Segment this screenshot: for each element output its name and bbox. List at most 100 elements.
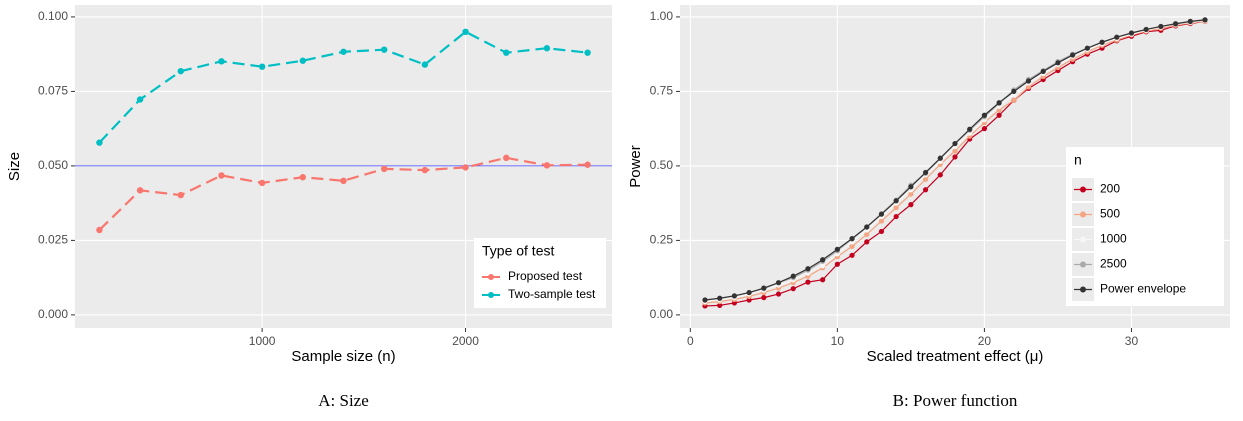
x-tick-label: 2000 [452, 334, 479, 348]
y-tick-label: 0.25 [650, 233, 674, 247]
legend-key [1080, 211, 1086, 218]
data-point [503, 49, 510, 56]
data-point [96, 139, 103, 146]
data-point [1099, 39, 1105, 45]
legend-title: Type of test [482, 243, 554, 259]
data-point [462, 28, 469, 36]
data-point [820, 277, 826, 283]
y-tick-label: 0.025 [38, 233, 68, 247]
legend-label: 1000 [1100, 232, 1127, 246]
legend-label: Two-sample test [508, 287, 596, 301]
data-point [967, 126, 973, 132]
y-axis-title: Size [6, 152, 23, 181]
data-point [775, 291, 782, 297]
data-point [1070, 52, 1076, 58]
data-point [421, 166, 429, 174]
data-point [761, 295, 767, 301]
data-point [878, 218, 885, 224]
data-point [805, 279, 811, 285]
data-point [937, 155, 943, 161]
data-point [1055, 60, 1061, 66]
legend-label: 2500 [1100, 257, 1127, 271]
data-point [952, 154, 958, 160]
y-tick-label: 0.00 [650, 307, 674, 321]
data-point [503, 154, 510, 162]
data-point [1025, 84, 1032, 90]
data-point [981, 126, 988, 132]
data-point [543, 45, 551, 52]
data-point [981, 112, 988, 118]
data-point [746, 289, 752, 296]
data-point [996, 112, 1002, 118]
legend-label: Power envelope [1100, 282, 1186, 296]
data-point [421, 61, 429, 68]
data-point [218, 58, 225, 65]
data-point [996, 107, 1002, 113]
data-point [543, 162, 551, 169]
y-tick-label: 0.050 [38, 158, 68, 172]
y-tick-label: 0.000 [38, 307, 68, 321]
data-point [1011, 97, 1017, 103]
x-tick-label: 30 [1125, 334, 1139, 348]
data-point [731, 293, 738, 299]
data-point [584, 161, 591, 168]
data-point [380, 165, 388, 173]
data-point [340, 48, 347, 55]
y-tick-label: 1.00 [650, 9, 674, 23]
data-point [834, 261, 840, 267]
data-point [1202, 17, 1208, 23]
data-point [790, 286, 796, 292]
y-tick-label: 0.75 [650, 84, 674, 98]
x-tick-label: 1000 [249, 334, 276, 348]
data-point [922, 187, 929, 193]
data-point [952, 148, 958, 154]
data-point [996, 100, 1002, 106]
data-point [136, 96, 144, 103]
data-point [820, 257, 826, 263]
data-point [1187, 18, 1193, 24]
x-tick-label: 20 [978, 334, 992, 348]
data-point [922, 176, 929, 182]
data-point [1114, 34, 1120, 40]
data-point [864, 231, 870, 238]
data-point [731, 300, 738, 306]
data-point [893, 205, 899, 211]
caption: B: Power function [893, 391, 1018, 410]
data-point [908, 184, 914, 190]
data-point [218, 172, 225, 179]
legend-key [488, 292, 494, 298]
data-point [299, 57, 307, 64]
x-tick-label: 0 [687, 334, 694, 348]
caption: A: Size [318, 391, 369, 410]
data-point [878, 211, 885, 217]
data-point [878, 228, 885, 235]
data-point [717, 302, 723, 308]
data-point [96, 226, 103, 234]
data-point [820, 263, 826, 269]
data-point [849, 236, 855, 242]
data-point [340, 177, 347, 185]
data-point [849, 252, 855, 258]
data-point [805, 266, 811, 272]
data-point [702, 297, 708, 303]
data-point [952, 140, 958, 147]
data-point [717, 295, 723, 301]
y-tick-label: 0.100 [38, 9, 68, 23]
x-axis-title: Scaled treatment effect (μ) [867, 348, 1044, 365]
data-point [864, 224, 870, 230]
data-point [908, 202, 914, 208]
data-point [380, 46, 388, 53]
data-point [136, 187, 144, 194]
data-point [258, 63, 266, 70]
legend-key [488, 274, 494, 280]
y-tick-label: 0.075 [38, 84, 68, 98]
legend-key [1080, 261, 1086, 268]
x-tick-label: 10 [831, 334, 845, 348]
data-point [908, 191, 914, 197]
data-point [775, 280, 782, 286]
data-point [1025, 78, 1032, 84]
y-axis-title: Power [627, 145, 644, 188]
legend-key [1080, 236, 1086, 243]
data-point [849, 243, 855, 249]
